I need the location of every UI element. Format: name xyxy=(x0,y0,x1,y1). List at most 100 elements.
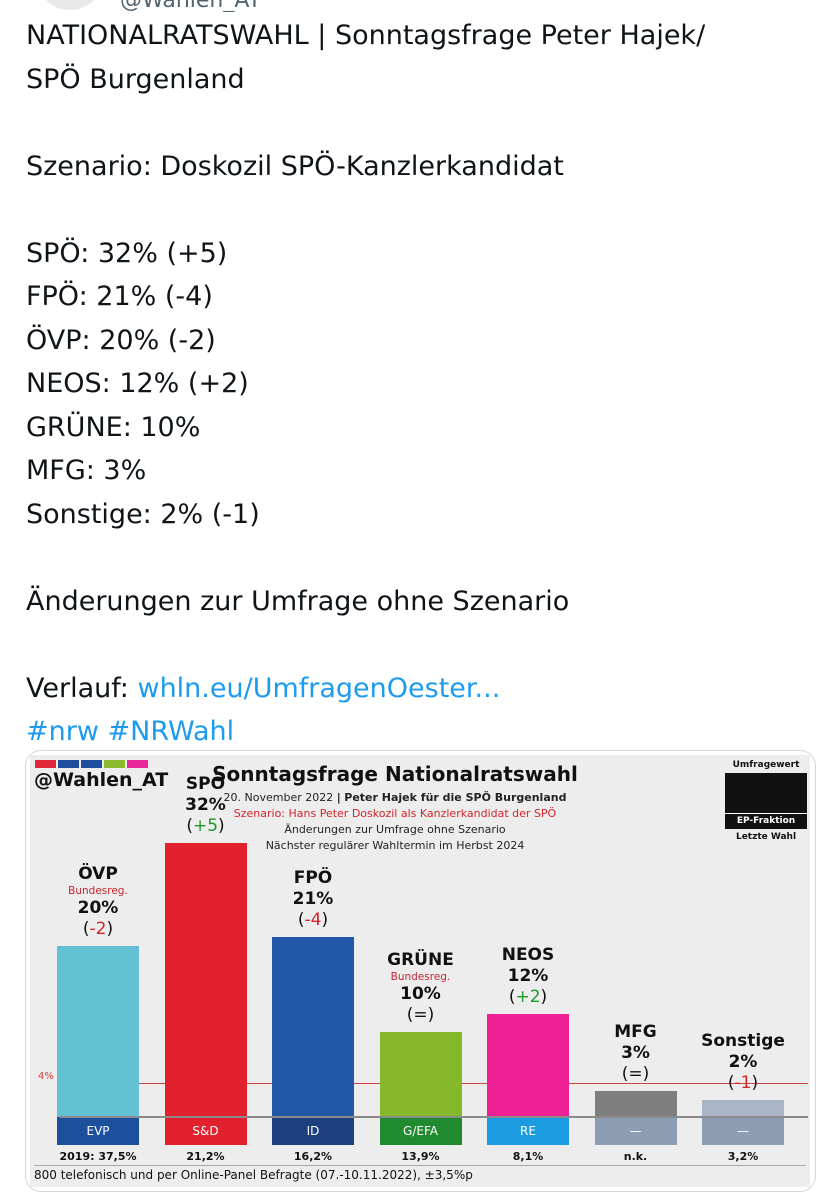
bar-label: ÖVP Bundesreg. 20% (-2) xyxy=(45,864,151,940)
party-change: (-2) xyxy=(82,919,114,939)
party-change: (=) xyxy=(406,1004,435,1025)
party-percent: 21% xyxy=(292,889,334,910)
bar-2 xyxy=(272,937,354,1117)
bar-5 xyxy=(594,1091,677,1117)
last-election-value: 13,9% xyxy=(401,1150,440,1163)
legend-ep-fraction: EP-Fraktion xyxy=(725,813,807,829)
tweet-line: GRÜNE: 10% xyxy=(26,411,201,443)
government-note: Bundesreg. xyxy=(390,970,451,983)
tweet-line: ÖVP: 20% (-2) xyxy=(26,324,216,356)
bar-label: SPÖ 32% (+5) xyxy=(153,774,259,837)
ep-fraction-label: — xyxy=(594,1117,677,1145)
party-name: GRÜNE xyxy=(387,949,454,970)
change-value: +2 xyxy=(515,987,541,1008)
color-strip-segment xyxy=(58,760,79,768)
tweet-line: NEOS: 12% (+2) xyxy=(26,368,249,399)
ep-fraction-label: RE xyxy=(487,1117,569,1145)
party-percent: 32% xyxy=(185,795,226,816)
party-change: (+5) xyxy=(186,816,225,837)
bar-6 xyxy=(702,1099,784,1117)
legend-box: Umfragewert EP-Fraktion Letzte Wahl xyxy=(725,760,807,842)
change-value: -2 xyxy=(89,919,107,939)
bar-0 xyxy=(57,946,139,1117)
color-strip-segment xyxy=(81,760,102,768)
bar-1 xyxy=(164,843,247,1117)
government-note: Bundesreg. xyxy=(68,885,128,897)
party-name: NEOS xyxy=(501,945,555,966)
change-value: -4 xyxy=(304,910,322,931)
verlauf-label: Verlauf: xyxy=(26,672,129,704)
last-election-value: n.k. xyxy=(623,1150,648,1163)
last-election-value: 8,1% xyxy=(512,1150,544,1163)
tweet-line xyxy=(26,188,816,232)
party-name: Sonstige xyxy=(701,1030,785,1051)
color-strip-segment xyxy=(35,760,56,768)
avatar[interactable] xyxy=(40,0,100,10)
poll-institute: Peter Hajek für die SPÖ Burgenland xyxy=(344,791,567,804)
tweet-line: NATIONALRATSWAHL | Sonntagsfrage Peter H… xyxy=(26,20,706,51)
tweet-line xyxy=(26,101,816,145)
threshold-label: 4% xyxy=(38,1070,54,1082)
last-election-value: 16,2% xyxy=(293,1150,333,1163)
next-election-note: Nächster regulärer Wahltermin im Herbst … xyxy=(265,839,525,852)
tweet-image-card[interactable]: @Wahlen_AT Sonntagsfrage Nationalratswah… xyxy=(25,750,816,1192)
party-change: (-1) xyxy=(727,1072,759,1093)
date-separator: | xyxy=(336,791,341,804)
footnote: 800 telefonisch und per Online-Panel Bef… xyxy=(34,1165,806,1182)
tweet-line: Sonstige: 2% (-1) xyxy=(26,498,260,530)
graphic-brand: @Wahlen_AT xyxy=(34,769,169,791)
bar-label: NEOS 12% (+2) xyxy=(475,945,581,1008)
party-percent: 3% xyxy=(621,1043,650,1064)
tweet-line: SPÖ Burgenland xyxy=(26,63,245,95)
bar-label: Sonstige 2% (-1) xyxy=(690,1031,796,1094)
ep-fraction-label: — xyxy=(702,1117,784,1145)
scenario-note: Szenario: Hans Peter Doskozil als Kanzle… xyxy=(233,807,557,820)
ep-fraction-label: EVP xyxy=(57,1117,139,1145)
tweet-line xyxy=(26,623,816,667)
last-election-value: 3,2% xyxy=(727,1150,759,1163)
chart-baseline xyxy=(60,1116,808,1118)
brand-color-strip xyxy=(35,760,148,768)
party-percent: 12% xyxy=(507,966,549,987)
party-change: (=) xyxy=(621,1064,650,1085)
tweet-line: Szenario: Doskozil SPÖ-Kanzlerkandidat xyxy=(26,150,564,182)
legend-poll-value: Umfragewert xyxy=(732,760,800,770)
hashtags[interactable]: #nrw #NRWahl xyxy=(26,716,235,747)
ep-fraction-label: ID xyxy=(272,1117,354,1145)
last-election-value: 21,2% xyxy=(186,1150,225,1163)
graphic-title: Sonntagsfrage Nationalratswahl xyxy=(212,762,578,786)
graphic-date-line: 20. November 2022 | Peter Hajek für die … xyxy=(160,791,630,804)
color-strip-segment xyxy=(127,760,148,768)
ep-fraction-label: G/EFA xyxy=(379,1117,462,1145)
party-percent: 10% xyxy=(400,983,441,1004)
party-percent: 20% xyxy=(77,898,119,918)
ep-fraction-label: S&D xyxy=(164,1117,247,1145)
last-election-value: 2019: 37,5% xyxy=(59,1150,137,1163)
change-value: = xyxy=(628,1064,643,1085)
tweet-header-strip: @Wahlen_AT xyxy=(0,0,827,12)
change-value: +5 xyxy=(192,816,219,837)
party-change: (-4) xyxy=(297,910,329,931)
change-value: -1 xyxy=(734,1072,752,1093)
change-value: = xyxy=(413,1004,428,1025)
tweet-line: MFG: 3% xyxy=(26,455,147,486)
verlauf-link[interactable]: whln.eu/UmfragenOester... xyxy=(137,672,501,704)
tweet-text: NATIONALRATSWAHL | Sonntagsfrage Peter H… xyxy=(26,14,816,754)
party-name: FPÖ xyxy=(293,868,333,889)
party-name: ÖVP xyxy=(78,864,118,884)
legend-bar-swatch xyxy=(725,773,807,813)
party-name: MFG xyxy=(614,1022,657,1043)
tweet-line: FPÖ: 21% (-4) xyxy=(26,281,213,312)
poll-graphic: @Wahlen_AT Sonntagsfrage Nationalratswah… xyxy=(30,755,810,1187)
tweet-line xyxy=(26,536,816,580)
verlauf-line: Verlauf: whln.eu/UmfragenOester... xyxy=(26,667,816,711)
author-handle[interactable]: @Wahlen_AT xyxy=(120,0,261,12)
tweet-line: SPÖ: 32% (+5) xyxy=(26,237,228,269)
bar-label: MFG 3% (=) xyxy=(583,1022,689,1085)
color-strip-segment xyxy=(104,760,125,768)
party-percent: 2% xyxy=(728,1051,758,1072)
bar-3 xyxy=(379,1031,462,1117)
party-change: (+2) xyxy=(508,987,548,1008)
bar-label: FPÖ 21% (-4) xyxy=(260,868,366,931)
tweet-line: Änderungen zur Umfrage ohne Szenario xyxy=(26,585,570,617)
